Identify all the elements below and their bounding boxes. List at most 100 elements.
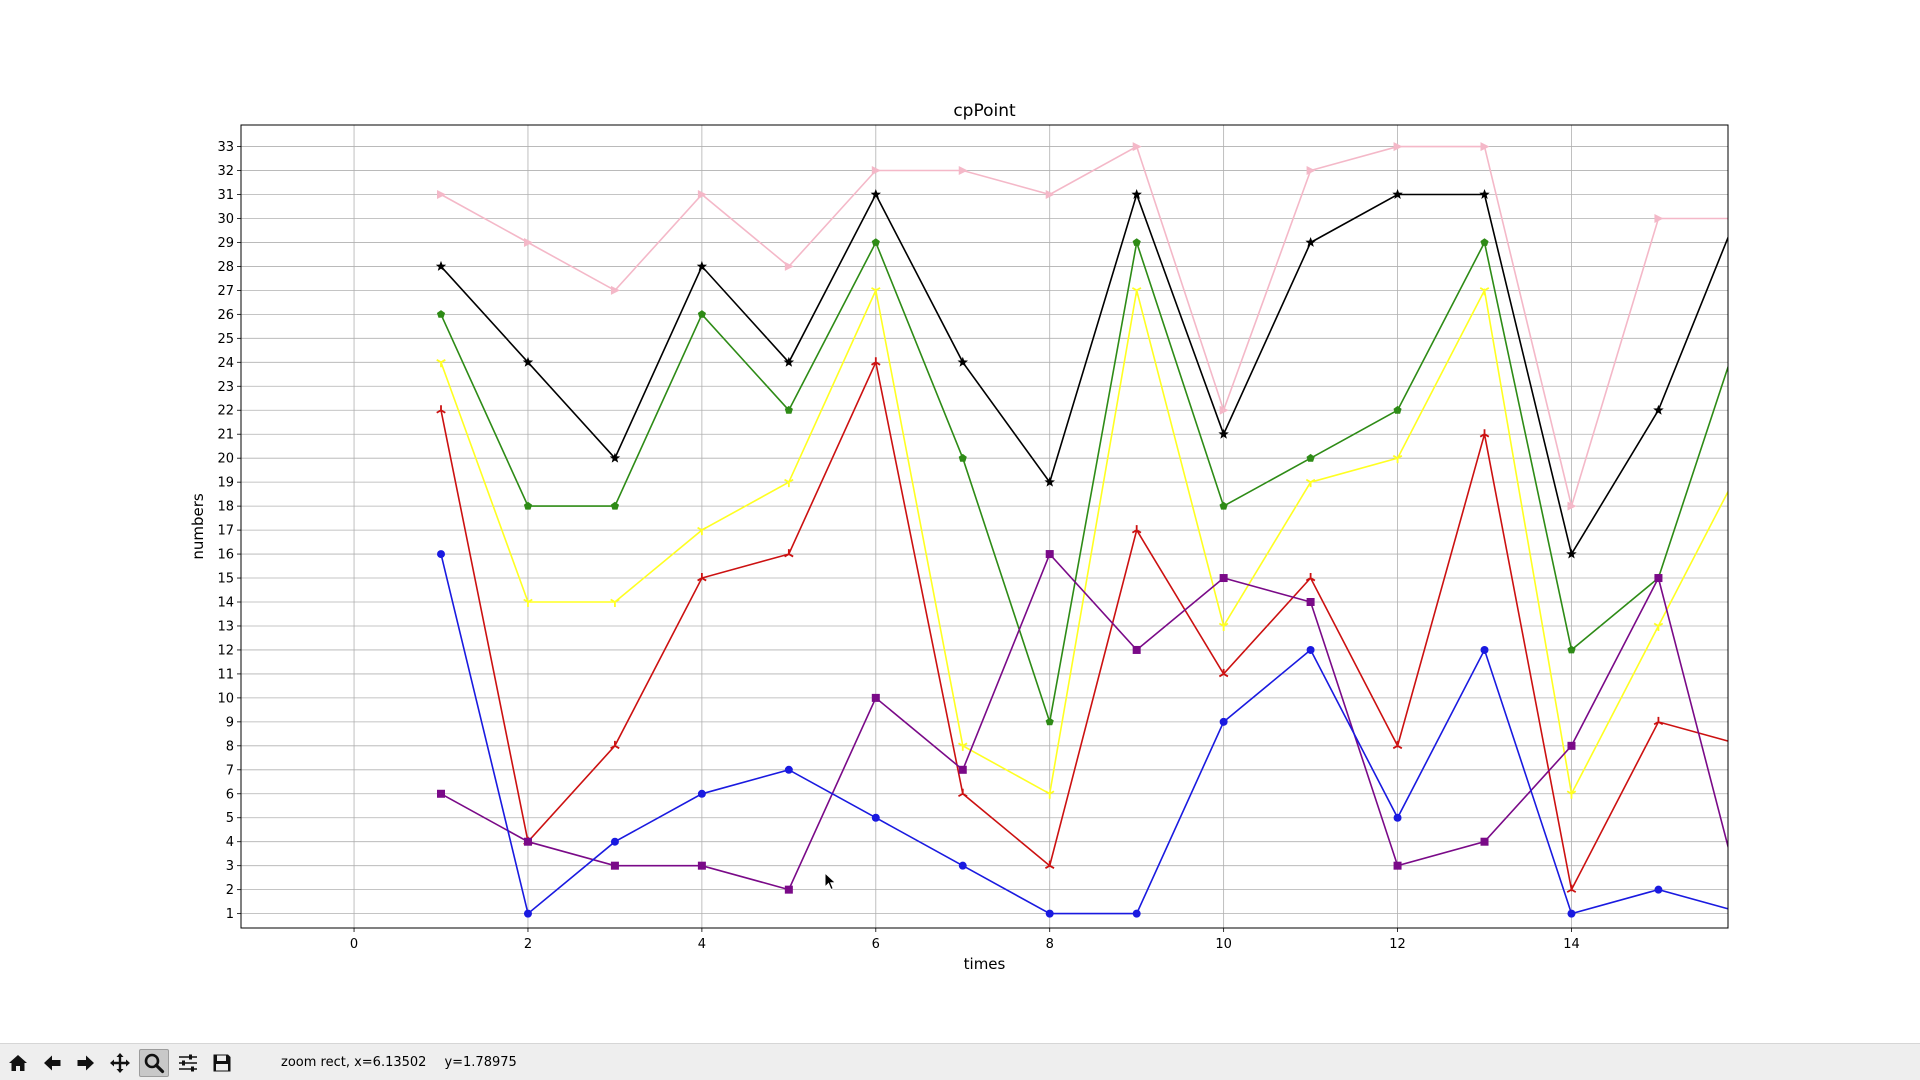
series-line (440, 145, 1728, 510)
data-point (1567, 909, 1576, 918)
y-tick-label: 4 (226, 835, 234, 850)
y-tick-label: 6 (226, 787, 234, 802)
data-point (1131, 287, 1142, 296)
data-point (523, 837, 532, 846)
data-point (523, 237, 533, 247)
data-point (784, 405, 793, 414)
data-point (1131, 189, 1142, 199)
y-tick-label: 31 (217, 188, 234, 203)
data-point (1306, 598, 1315, 607)
data-point (1045, 550, 1054, 559)
data-point (1566, 548, 1577, 559)
y-tick-label: 24 (217, 356, 234, 371)
y-tick-label: 2 (226, 883, 234, 898)
data-point (1741, 910, 1749, 918)
data-point (1393, 405, 1402, 414)
data-point (437, 789, 446, 798)
data-point (1045, 190, 1055, 200)
data-point (1132, 142, 1142, 152)
data-point (784, 478, 794, 488)
floppy-disk-icon (213, 1054, 231, 1072)
y-tick-label: 19 (217, 476, 234, 491)
data-point (437, 550, 446, 559)
data-point (871, 238, 880, 246)
data-point (1741, 214, 1750, 223)
y-tick-label: 32 (217, 164, 234, 179)
y-tick-label: 5 (226, 811, 234, 826)
data-point (1741, 456, 1750, 464)
configure-subplots-button[interactable] (173, 1049, 203, 1077)
data-point (1218, 622, 1229, 631)
forward-button[interactable] (71, 1049, 101, 1077)
back-button[interactable] (37, 1049, 67, 1077)
data-point (1393, 142, 1403, 152)
data-point (784, 261, 794, 271)
data-point (1567, 741, 1576, 750)
ticks: 0 2 4 6 8 10 12 1412345678910111213141516171819… (217, 140, 1579, 952)
y-tick-label: 15 (217, 572, 234, 587)
y-tick-label: 28 (217, 260, 234, 275)
save-button[interactable] (207, 1049, 237, 1077)
data-point (1480, 238, 1489, 246)
data-point (958, 453, 967, 462)
series-5 (436, 357, 1728, 893)
data-point (871, 287, 881, 296)
data-point (610, 501, 619, 510)
data-point (610, 740, 620, 750)
x-tick-label: 8 (1046, 937, 1054, 952)
data-point (1653, 622, 1664, 631)
data-point (783, 356, 795, 367)
y-tick-label: 22 (217, 404, 234, 419)
y-tick-label: 12 (217, 643, 234, 658)
data-point (1305, 573, 1316, 582)
y-tick-label: 11 (217, 667, 234, 682)
data-point (435, 260, 447, 271)
x-tick-label: 2 (524, 937, 532, 952)
data-point (610, 598, 620, 608)
data-point (697, 789, 706, 798)
data-point (1566, 884, 1577, 893)
y-tick-label: 26 (217, 308, 234, 323)
magnifier-icon (144, 1053, 165, 1074)
x-tick-label: 10 (1215, 937, 1232, 952)
data-point (1479, 287, 1490, 296)
y-tick-label: 27 (217, 284, 234, 299)
navigation-toolbar: zoom rect, x=6.13502 y=1.78975 (0, 1043, 1920, 1080)
series-3 (436, 238, 1728, 726)
x-tick-label: 6 (872, 937, 880, 952)
data-point (1044, 860, 1055, 869)
data-point (610, 837, 619, 846)
sliders-icon (179, 1054, 197, 1072)
series-6 (437, 550, 1749, 918)
line-chart: 0 2 4 6 8 10 12 1412345678910111213141516171819… (189, 101, 1750, 973)
data-point (1393, 813, 1402, 822)
status-mode-text: zoom rect, x=6.13502 (281, 1055, 427, 1070)
data-point (697, 310, 706, 318)
data-point (523, 909, 532, 918)
x-tick-label: 0 (350, 937, 358, 952)
home-button[interactable] (3, 1049, 33, 1077)
data-point (957, 356, 968, 367)
data-point (958, 166, 968, 176)
data-point (696, 260, 708, 271)
data-point (871, 357, 881, 366)
series-4 (436, 287, 1750, 799)
figure-canvas[interactable]: 0 2 4 6 8 10 12 14 1 2 3 4 5 6 7 8 9 10 11 12 13 14 15 16 17 18 19… (0, 0, 1920, 1043)
mouse-pointer-icon (824, 872, 837, 891)
data-point (697, 526, 707, 536)
y-tick-label: 10 (217, 691, 234, 706)
pan-button[interactable] (105, 1049, 135, 1077)
data-point (1740, 189, 1750, 199)
y-tick-label: 25 (217, 332, 234, 347)
data-point (610, 861, 619, 870)
x-tick-label: 12 (1389, 937, 1406, 952)
zoom-button[interactable] (139, 1049, 169, 1077)
data-point (1305, 478, 1316, 488)
data-point (1567, 645, 1576, 654)
data-point (1393, 861, 1402, 870)
data-point (523, 598, 533, 608)
series-line (440, 359, 1728, 893)
y-tick-label: 8 (226, 739, 234, 754)
data-point (1132, 909, 1141, 918)
y-tick-label: 30 (217, 212, 234, 227)
